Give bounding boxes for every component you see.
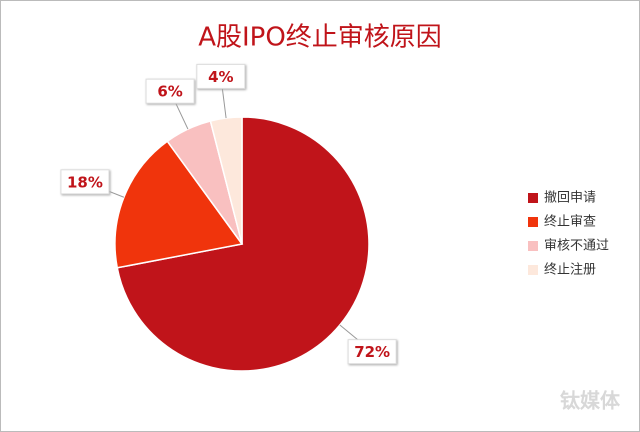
data-label-box <box>60 169 110 195</box>
legend-label: 终止注册 <box>544 262 596 278</box>
data-label: 6% <box>157 83 182 101</box>
data-label: 72% <box>354 343 390 361</box>
legend-swatch <box>528 241 538 251</box>
data-label: 18% <box>67 173 103 191</box>
legend-swatch <box>528 217 538 227</box>
legend-label: 终止审查 <box>544 214 596 230</box>
data-label-box <box>145 78 195 104</box>
chart-title: A股IPO终止审核原因 <box>198 23 442 53</box>
legend-label: 撤回申请 <box>544 190 596 206</box>
data-label: 4% <box>208 68 233 86</box>
legend-label: 审核不通过 <box>544 239 609 254</box>
data-label-box <box>347 339 397 365</box>
pie-slice <box>114 140 244 269</box>
legend-swatch <box>528 265 538 275</box>
watermark: 钛媒体 <box>560 389 621 413</box>
legend-swatch <box>528 193 538 203</box>
data-label-box <box>196 63 246 89</box>
